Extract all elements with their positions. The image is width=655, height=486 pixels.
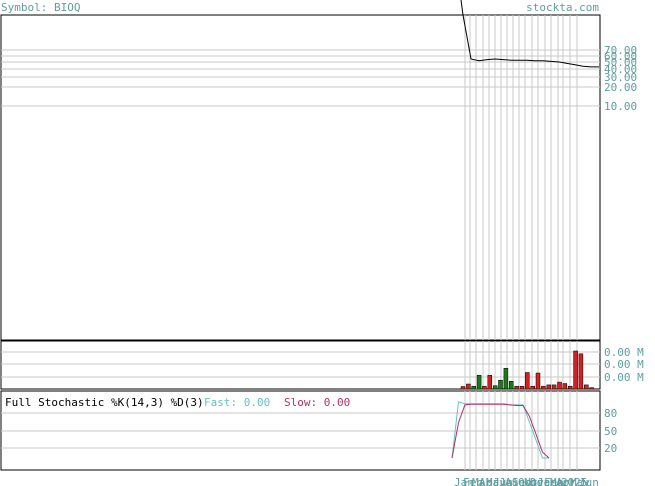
month-label: Dec	[530, 476, 550, 486]
volume-bar	[476, 374, 482, 390]
month-label: Oct	[518, 476, 538, 486]
stochastic-tick-label: 20	[604, 442, 617, 455]
volume-bar	[530, 385, 535, 390]
month-label: Apr	[479, 476, 499, 486]
symbol-label: Symbol: BIOQ	[1, 1, 80, 14]
legend-slow: Slow: 0.00	[284, 396, 350, 409]
stochastic-grid	[1, 412, 600, 449]
price-line	[462, 14, 599, 68]
volume-tick-label: 0.00 M	[604, 371, 644, 384]
price-panel	[0, 14, 601, 341]
month-label: Jan	[454, 476, 474, 486]
volume-bar	[498, 379, 503, 390]
volume-bars	[460, 350, 594, 390]
volume-bar	[525, 372, 530, 390]
stochastic-slow-line	[451, 403, 550, 459]
volume-bar	[535, 372, 541, 390]
stochastic-tick-label: 80	[604, 407, 617, 420]
volume-bar	[584, 384, 589, 390]
price-grid	[1, 49, 600, 107]
volume-bar	[508, 381, 514, 390]
month-label: Jul	[499, 476, 519, 486]
volume-tick-label: 0.00 M	[604, 346, 644, 359]
month-label: Feb	[463, 476, 483, 486]
volume-bar	[546, 384, 552, 390]
price-line-entry	[460, 0, 464, 16]
month-label: May	[486, 476, 506, 486]
volume-bar	[541, 385, 546, 390]
month-label: Jun	[579, 476, 599, 486]
volume-bar	[503, 368, 509, 390]
month-label: 2025	[561, 476, 588, 486]
month-label: Jun	[493, 476, 513, 486]
stochastic-series	[451, 401, 550, 459]
stochastic-tick-label: 50	[604, 425, 617, 438]
stochastic-fast-line	[451, 401, 549, 459]
price-tick-label: 50.00	[604, 56, 637, 69]
volume-bar	[471, 385, 476, 390]
stochastic-title: Full Stochastic %K(14,3) %D(3)	[5, 396, 204, 409]
volume-bar	[460, 386, 466, 390]
legend-fast: Fast: 0.00	[204, 396, 270, 409]
month-label: Nov	[524, 476, 544, 486]
month-label: Aug	[505, 476, 525, 486]
month-label: May	[570, 476, 590, 486]
price-tick-label: 20.00	[604, 81, 637, 94]
volume-bar	[551, 384, 557, 390]
volume-bar	[589, 387, 594, 390]
price-series	[460, 0, 599, 68]
month-label: Mar	[472, 476, 492, 486]
volume-grid	[1, 351, 600, 378]
volume-bar	[514, 385, 519, 390]
price-tick-label: 30.00	[604, 71, 637, 84]
month-label: Mar	[550, 476, 570, 486]
month-labels: JanFebMarAprMayJunJulAugSepOctNovDecJanF…	[454, 476, 599, 486]
volume-bar	[562, 383, 568, 390]
site-label: stockta.com	[526, 1, 599, 14]
volume-tick-label: 0.00 M	[604, 358, 644, 371]
month-label: Apr	[556, 476, 576, 486]
month-label: Sep	[512, 476, 532, 486]
volume-bar	[573, 350, 578, 390]
price-tick-label: 60.00	[604, 50, 637, 63]
volume-bar	[557, 381, 562, 390]
price-tick-label: 10.00	[604, 100, 637, 113]
volume-bar	[567, 385, 573, 390]
volume-bar	[492, 385, 498, 390]
volume-bar	[519, 385, 525, 390]
volume-bar	[482, 385, 487, 390]
price-tick-label: 40.00	[604, 63, 637, 76]
price-tick-label: 70.00	[604, 44, 637, 57]
volume-bar	[578, 353, 584, 390]
month-label: Feb	[544, 476, 564, 486]
volume-bar	[487, 374, 493, 390]
month-label: Jan	[537, 476, 557, 486]
volume-bar	[466, 383, 471, 390]
